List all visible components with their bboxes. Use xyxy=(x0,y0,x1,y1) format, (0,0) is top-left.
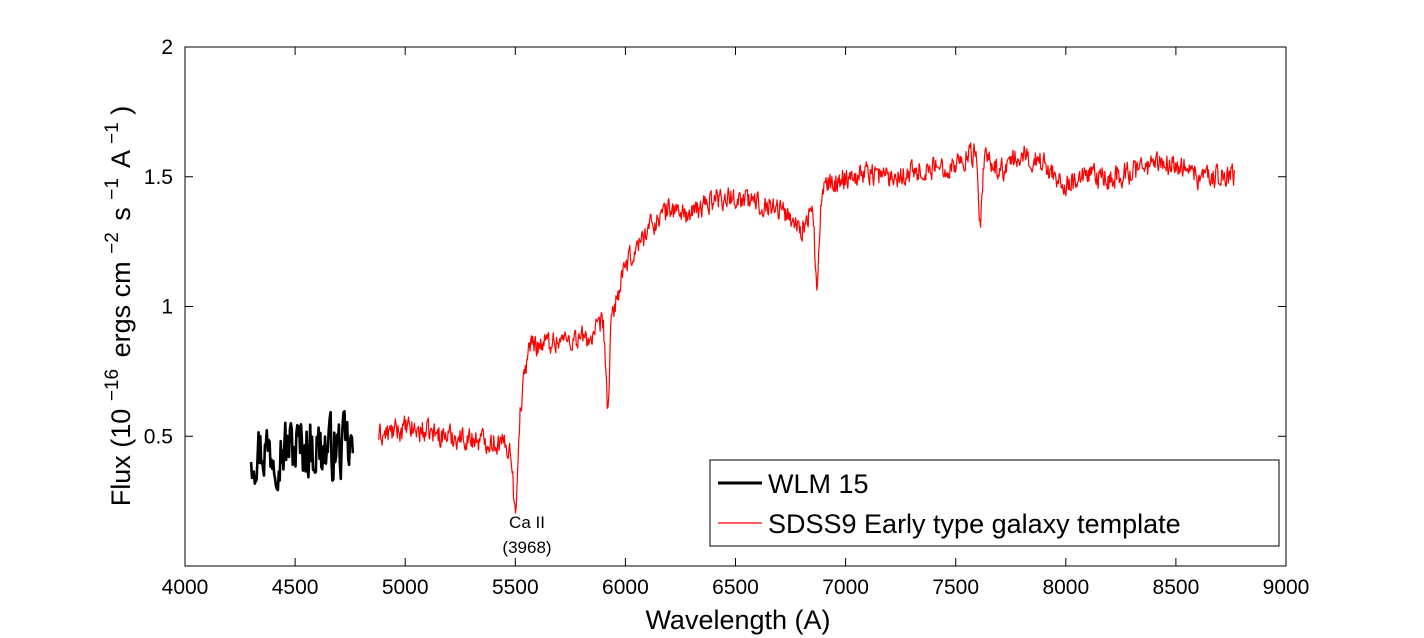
annotation-line1: Ca II xyxy=(509,513,545,532)
series-line-sdss9-template xyxy=(378,142,1235,514)
annotation-ca-ii: Ca II (3968) xyxy=(502,513,551,557)
x-tick-label: 8000 xyxy=(1042,576,1089,599)
y-label-mid3: A xyxy=(106,150,136,168)
y-label-suffix: ) xyxy=(106,106,136,115)
ticks-layer: 4000 4500 5000 5500 6000 6500 7000 7500 8000 8500… xyxy=(144,36,1310,599)
series-layer xyxy=(249,142,1235,514)
y-label-mid1: ergs cm xyxy=(106,261,136,357)
x-tick-label: 9000 xyxy=(1263,576,1310,599)
y-label-exp3: −1 xyxy=(102,178,123,200)
y-tick-label: 0.5 xyxy=(144,425,173,448)
y-label-exp4: −1 xyxy=(102,122,123,144)
legend-label-wlm15: WLM 15 xyxy=(768,469,869,499)
y-tick-label: 1 xyxy=(161,296,173,319)
y-label-prefix: Flux (10 xyxy=(106,409,136,507)
x-tick-label: 8500 xyxy=(1153,576,1200,599)
legend-box xyxy=(709,459,1280,547)
x-tick-label: 7000 xyxy=(822,576,869,599)
y-tick-label: 2 xyxy=(161,36,173,59)
x-tick-label: 6500 xyxy=(712,576,759,599)
x-tick-label: 6000 xyxy=(602,576,649,599)
x-tick-label: 4500 xyxy=(272,576,319,599)
series-line-wlm15 xyxy=(249,409,355,492)
y-label-exp2: −2 xyxy=(102,232,123,254)
x-axis-label: Wavelength (A) xyxy=(645,605,830,635)
y-label-mid2: s xyxy=(106,207,136,221)
x-tick-label: 5500 xyxy=(492,576,539,599)
y-axis-label: Flux (10 −16 ergs cm −2 s −1 A −1 ) xyxy=(94,106,136,506)
annotation-line2: (3968) xyxy=(502,538,551,557)
plot-frame xyxy=(184,46,1287,567)
x-tick-label: 7500 xyxy=(932,576,979,599)
legend-label-sdss9: SDSS9 Early type galaxy template xyxy=(768,509,1181,539)
x-tick-label: 5000 xyxy=(382,576,429,599)
y-tick-label: 1.5 xyxy=(144,166,173,189)
y-label-exp1: −16 xyxy=(102,369,123,401)
legend: WLM 15 SDSS9 Early type galaxy template xyxy=(709,459,1280,547)
x-tick-label: 4000 xyxy=(162,576,209,599)
